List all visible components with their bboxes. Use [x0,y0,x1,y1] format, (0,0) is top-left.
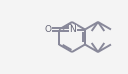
Text: O: O [45,25,51,34]
Text: N: N [70,25,76,34]
